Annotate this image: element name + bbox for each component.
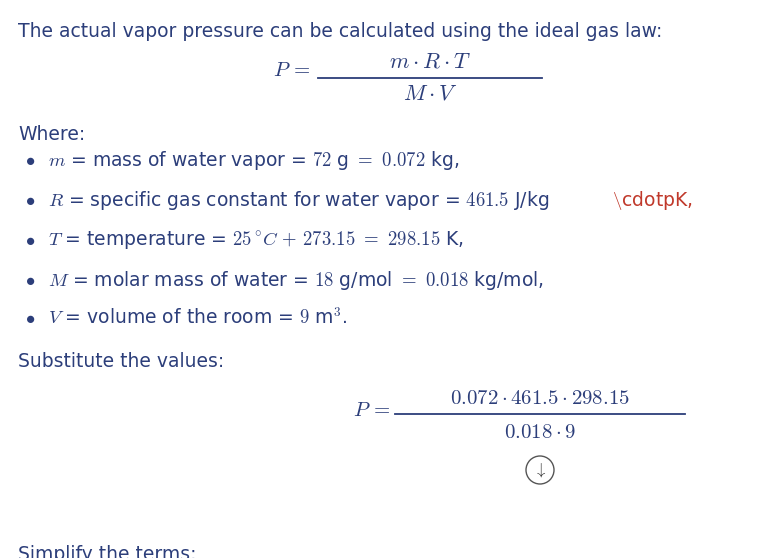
Text: Substitute the values:: Substitute the values: [18, 352, 224, 371]
Text: $m \cdot R \cdot T$: $m \cdot R \cdot T$ [389, 52, 471, 72]
Text: $\bullet$: $\bullet$ [25, 190, 35, 209]
Text: $0.072 \cdot 461.5 \cdot 298.15$: $0.072 \cdot 461.5 \cdot 298.15$ [450, 388, 630, 408]
Text: The actual vapor pressure can be calculated using the ideal gas law:: The actual vapor pressure can be calcula… [18, 22, 663, 41]
Text: $m$ = mass of water vapor = $\mathbf{72}$ g $=$ $\mathbf{0.072}$ kg,: $m$ = mass of water vapor = $\mathbf{72}… [48, 148, 460, 171]
Text: $M$ = molar mass of water = $\mathbf{18}$ g/mol $=$ $\mathbf{0.018}$ kg/mol,: $M$ = molar mass of water = $\mathbf{18}… [48, 268, 544, 291]
Text: $\bullet$: $\bullet$ [25, 230, 35, 249]
Text: $R$ = specific gas constant for water vapor = $\mathbf{461.5}$ J/kg: $R$ = specific gas constant for water va… [48, 189, 549, 211]
Text: $\bullet$: $\bullet$ [25, 309, 35, 328]
Text: Simplify the terms:: Simplify the terms: [18, 545, 197, 558]
Text: $\bullet$: $\bullet$ [25, 271, 35, 290]
Text: $T$ = temperature = $\mathbf{25}\,^{\circ}C$ $+$ $\mathbf{273.15}$ $=$ $\mathbf{: $T$ = temperature = $\mathbf{25}\,^{\cir… [48, 229, 464, 251]
Text: $P\,=$: $P\,=$ [273, 60, 310, 80]
Text: $0.018 \cdot 9$: $0.018 \cdot 9$ [504, 422, 576, 442]
Text: $P\,=$: $P\,=$ [353, 400, 390, 420]
Text: $\bullet$: $\bullet$ [25, 151, 35, 170]
Text: Where:: Where: [18, 125, 85, 144]
Text: $V$ = volume of the room = $\mathbf{9}$ m$^{\mathbf{3}}$.: $V$ = volume of the room = $\mathbf{9}$ … [48, 307, 347, 329]
Text: $\backslash$cdotpK,: $\backslash$cdotpK, [612, 189, 693, 211]
Text: $\downarrow$: $\downarrow$ [533, 461, 546, 479]
Text: $M \cdot V$: $M \cdot V$ [403, 83, 457, 103]
